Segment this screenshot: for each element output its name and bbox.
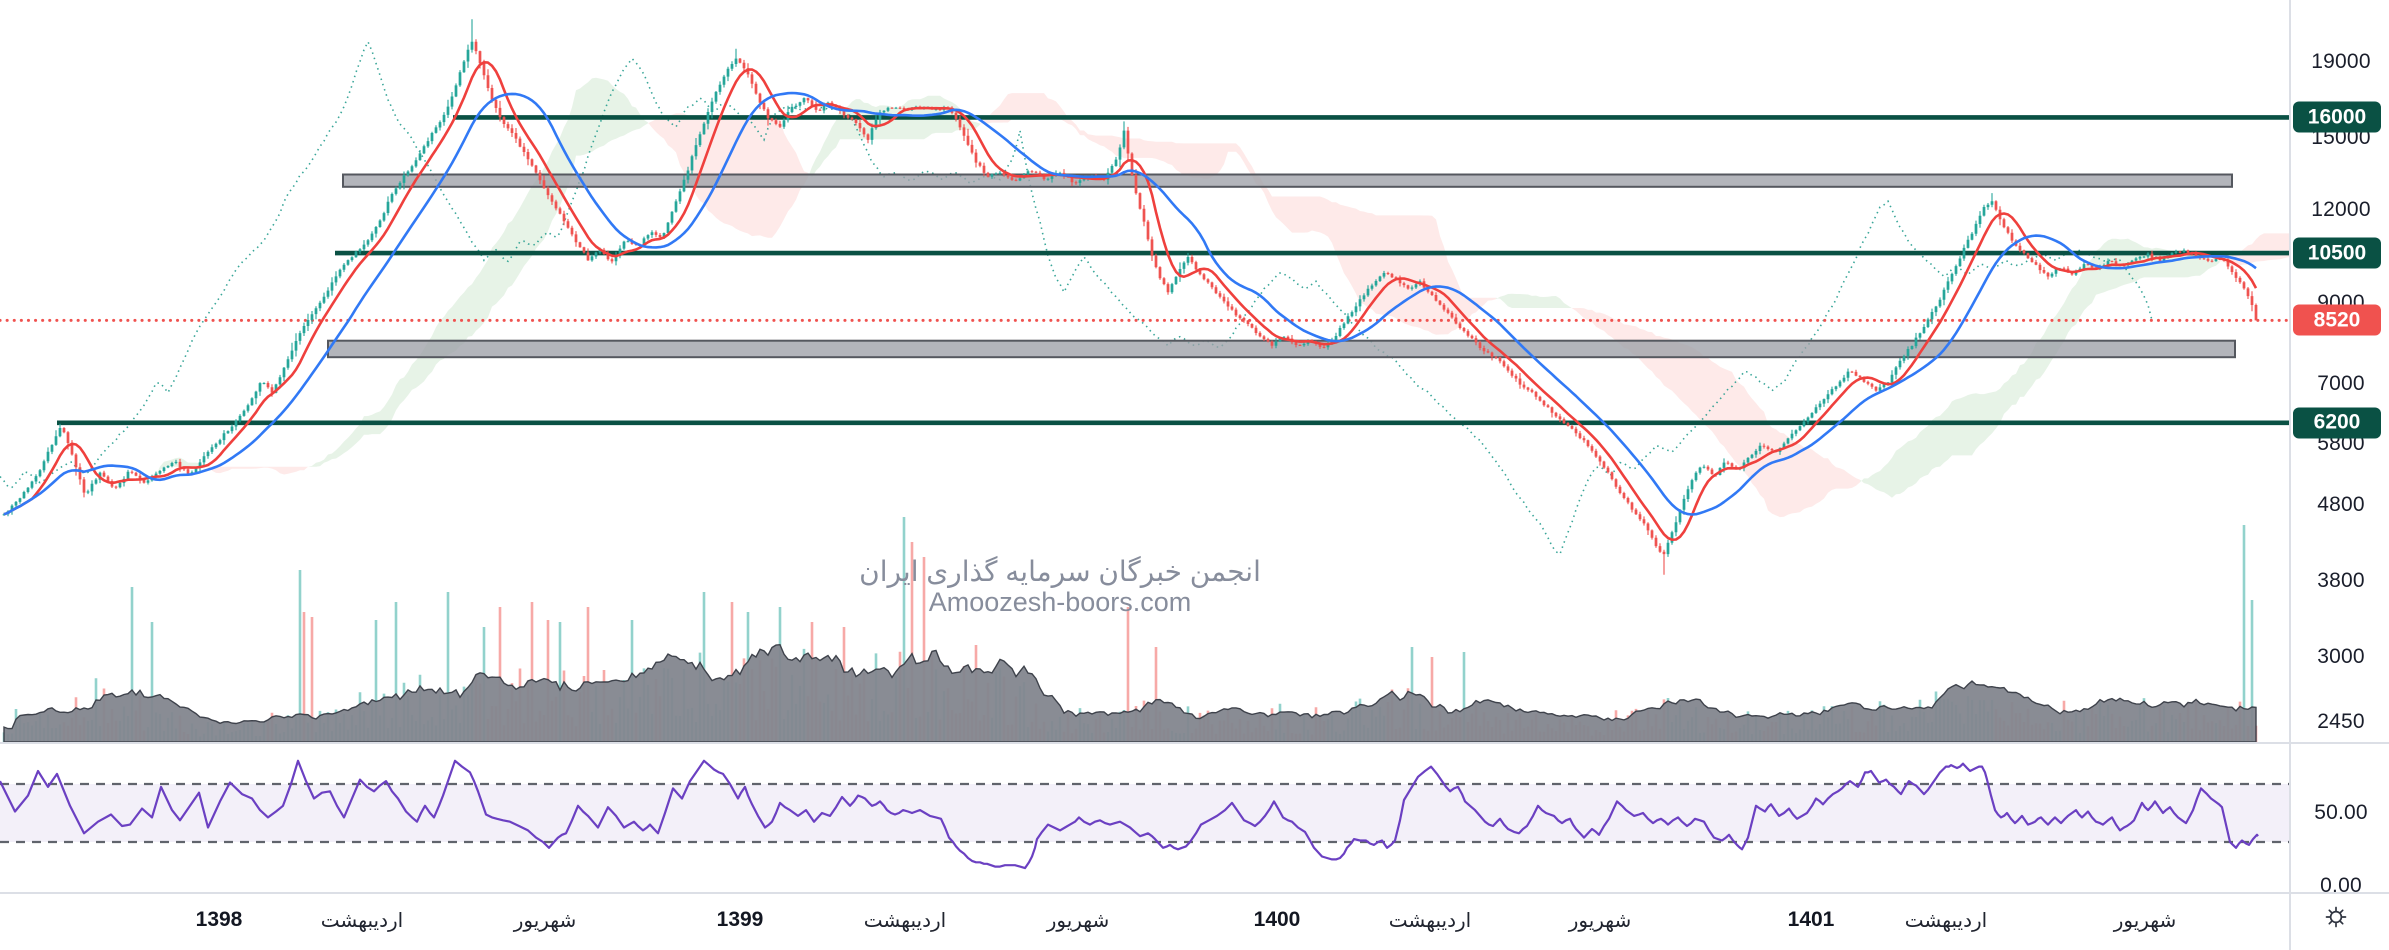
volume-ma-area: [3, 643, 2257, 743]
rsi-band: [0, 784, 2290, 842]
time-axis-month-label: شهریور: [1568, 910, 1632, 932]
ichimoku-cloud-bullish: [108, 77, 2220, 515]
price-level-badge: 6200: [2293, 407, 2381, 439]
rsi-pane[interactable]: [0, 759, 2290, 870]
time-axis-year-label: 1400: [1253, 908, 1301, 931]
supply-demand-zone[interactable]: [342, 173, 2233, 188]
price-level-badge: 10500: [2293, 237, 2381, 269]
ichimoku-chikou-line: [0, 39, 2153, 556]
price-tick-label: 7000: [2317, 371, 2365, 395]
time-axis-month-label: اردیبهشت: [1388, 910, 1472, 932]
price-tick-label: 12000: [2311, 198, 2371, 222]
rsi-line: [0, 759, 2259, 870]
price-level-badge: 8520: [2293, 304, 2381, 336]
time-axis-year-label: 1398: [195, 908, 243, 931]
time-axis-month-label: اردیبهشت: [863, 910, 947, 932]
time-axis-month-label: شهریور: [1046, 910, 1110, 932]
rsi-tick-label: 0.00: [2320, 873, 2362, 897]
ma-fast-line: [3, 61, 2258, 541]
rsi-tick-label: 50.00: [2314, 801, 2368, 824]
main-pane[interactable]: [0, 19, 2360, 743]
price-tick-label: 3000: [2317, 644, 2365, 668]
time-axis-month-label: شهریور: [513, 910, 577, 932]
ma-slow-line: [3, 91, 2257, 516]
price-tick-label: 3800: [2317, 568, 2365, 592]
price-tick-label: 4800: [2317, 493, 2365, 517]
time-axis-year-label: 1401: [1787, 908, 1835, 931]
time-axis-month-label: شهریور: [2113, 910, 2177, 932]
price-tick-label: 19000: [2311, 50, 2371, 73]
time-axis-year-label: 1399: [716, 908, 764, 931]
price-level-badge: 16000: [2293, 101, 2381, 133]
time-axis-month-label: اردیبهشت: [1904, 910, 1988, 932]
price-tick-label: 2450: [2317, 710, 2365, 733]
price-scale-settings-gear-icon[interactable]: [2322, 903, 2350, 931]
ichimoku-cloud-bearish: [208, 93, 2290, 518]
time-axis-month-label: اردیبهشت: [320, 910, 404, 932]
